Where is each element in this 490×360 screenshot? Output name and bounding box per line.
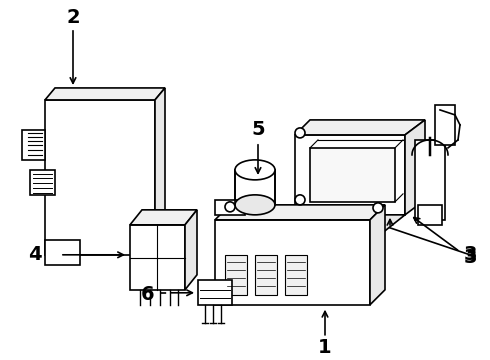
Polygon shape: [45, 88, 165, 100]
Ellipse shape: [235, 195, 275, 215]
Ellipse shape: [235, 160, 275, 180]
Text: 6: 6: [141, 285, 155, 304]
Polygon shape: [155, 88, 165, 255]
Circle shape: [295, 128, 305, 138]
Polygon shape: [295, 135, 405, 215]
Polygon shape: [295, 215, 405, 235]
Polygon shape: [215, 220, 370, 305]
Polygon shape: [215, 200, 245, 215]
Polygon shape: [255, 255, 277, 295]
Circle shape: [295, 195, 305, 205]
Text: 3: 3: [463, 245, 477, 264]
Polygon shape: [130, 210, 197, 225]
Polygon shape: [45, 240, 80, 265]
Polygon shape: [215, 205, 385, 220]
Text: 5: 5: [251, 120, 265, 139]
Polygon shape: [418, 205, 442, 225]
Text: 1: 1: [318, 338, 332, 357]
Polygon shape: [370, 205, 385, 305]
Polygon shape: [225, 255, 247, 295]
Polygon shape: [405, 120, 425, 215]
Polygon shape: [198, 280, 232, 305]
Circle shape: [225, 202, 235, 212]
Polygon shape: [415, 140, 445, 220]
Polygon shape: [30, 170, 55, 195]
Polygon shape: [22, 130, 45, 160]
Circle shape: [373, 203, 383, 213]
Polygon shape: [285, 255, 307, 295]
Polygon shape: [45, 100, 155, 255]
Polygon shape: [310, 148, 395, 202]
Text: 4: 4: [28, 245, 42, 264]
Polygon shape: [295, 120, 425, 135]
Polygon shape: [235, 170, 275, 205]
Text: 2: 2: [66, 9, 80, 27]
Polygon shape: [435, 105, 455, 145]
Text: 3: 3: [463, 248, 477, 267]
Polygon shape: [185, 210, 197, 290]
Polygon shape: [130, 225, 185, 290]
